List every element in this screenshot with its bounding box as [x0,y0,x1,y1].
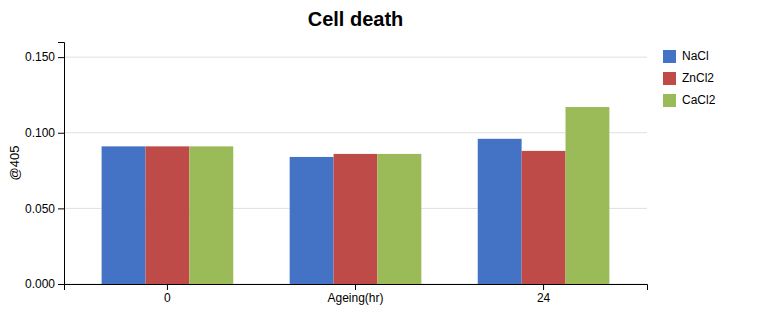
legend-label: NaCl [682,49,709,63]
legend-swatch [663,50,676,63]
tick: 0.050 [25,202,64,216]
x-axis: 0 Ageing(hr) 24 [65,284,648,305]
grid [64,57,647,284]
bar-series [145,146,565,284]
bar [522,151,566,284]
tick-mark [58,208,64,209]
legend-swatch [663,94,676,107]
tick-label: Ageing(hr) [327,291,383,305]
tick-mark [58,133,64,134]
axis-line [65,285,648,291]
tick: 24 [537,284,551,305]
bar-series [189,107,609,284]
bars [102,107,610,284]
tick-label: 0 [164,291,171,305]
bar [377,154,421,284]
tick-label: 0.150 [25,50,55,64]
bar [145,146,189,284]
tick-label: 0.050 [25,202,55,216]
bar [478,139,522,284]
chart: 0 Ageing(hr) 24 0.000 0.050 0.100 0.150 @405 Cel… [0,0,757,314]
bar [334,154,378,284]
tick-label: 0.100 [25,126,55,140]
tick-mark [58,57,64,58]
legend-label: ZnCl2 [682,71,714,85]
legend-item: CaCl2 [663,93,716,107]
bar [189,146,233,284]
tick-mark [355,284,356,290]
legend-swatch [663,72,676,85]
grid-line [64,132,647,133]
tick: 0 [164,284,171,305]
plot: 0 Ageing(hr) 24 0.000 0.050 0.100 0.150 [25,43,648,305]
axis-title: @405 [7,146,22,181]
grid-line [64,57,647,58]
y-axis: 0.000 0.050 0.100 0.150 [25,43,65,292]
bar [102,146,146,284]
tick-label: 0.000 [25,277,55,291]
legend-item: NaCl [663,49,709,63]
tick-mark [58,284,64,285]
tick-mark [543,284,544,290]
tick: Ageing(hr) [327,284,383,305]
legend-label: CaCl2 [682,93,716,107]
tick-mark [167,284,168,290]
legend: NaCl ZnCl2 CaCl2 [663,49,716,107]
tick: 0.150 [25,50,64,64]
tick: 0.000 [25,277,64,291]
legend-item: ZnCl2 [663,71,714,85]
bar [290,157,334,284]
bar-series [102,139,522,284]
tick: 0.100 [25,126,64,140]
title: Cell death [308,8,404,30]
tick-label: 24 [537,291,551,305]
axis-line [58,43,65,285]
bar [566,107,610,284]
